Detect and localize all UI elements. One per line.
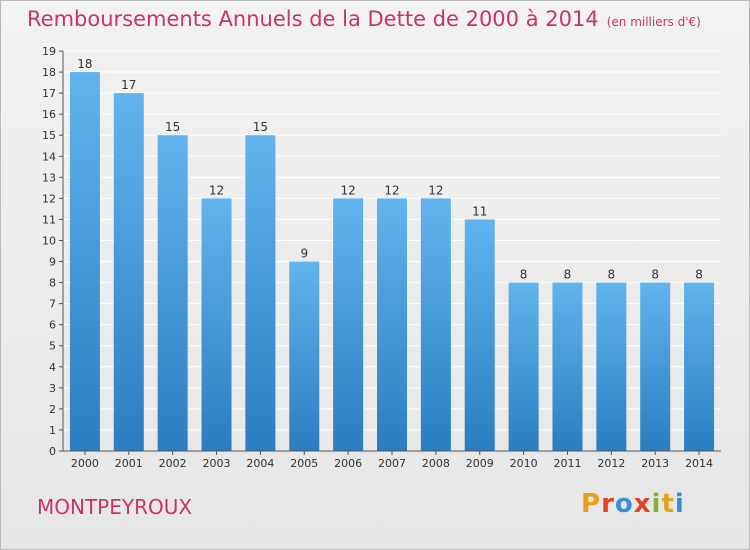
x-tick-label: 2006 (334, 457, 362, 470)
y-tick-label: 5 (49, 340, 56, 353)
bar (684, 282, 715, 451)
x-tick-label: 2005 (290, 457, 318, 470)
bar (289, 261, 320, 451)
y-tick-label: 16 (42, 108, 56, 121)
y-tick-label: 3 (49, 382, 56, 395)
x-tick-label: 2011 (553, 457, 581, 470)
bar-value-label: 17 (121, 78, 136, 92)
bar (113, 93, 144, 452)
bar-value-label: 8 (651, 268, 659, 282)
bar-value-label: 12 (428, 183, 443, 197)
x-tick-label: 2003 (203, 457, 231, 470)
y-tick-label: 11 (42, 213, 56, 226)
bar-value-label: 12 (209, 183, 224, 197)
y-tick-label: 9 (49, 256, 56, 269)
bar (552, 282, 583, 451)
y-tick-label: 14 (42, 150, 56, 163)
y-tick-label: 18 (42, 66, 56, 79)
logo-letter: P (581, 489, 602, 519)
bar-value-label: 11 (472, 204, 487, 218)
y-tick-label: 15 (42, 129, 56, 142)
x-tick-label: 2010 (510, 457, 538, 470)
bar-value-label: 8 (608, 268, 616, 282)
x-tick-label: 2002 (159, 457, 187, 470)
x-tick-label: 2004 (246, 457, 274, 470)
y-tick-label: 6 (49, 319, 56, 332)
y-tick-label: 13 (42, 171, 56, 184)
city-name: MONTPEYROUX (37, 495, 193, 519)
x-tick-label: 2012 (597, 457, 625, 470)
y-tick-label: 7 (49, 298, 56, 311)
bar (464, 219, 495, 451)
x-tick-label: 2001 (115, 457, 143, 470)
logo-letter: i (674, 489, 685, 519)
x-tick-label: 2009 (466, 457, 494, 470)
x-tick-label: 2008 (422, 457, 450, 470)
x-tick-label: 2013 (641, 457, 669, 470)
x-tick-label: 2007 (378, 457, 406, 470)
bar-value-label: 8 (564, 268, 572, 282)
y-tick-label: 1 (49, 424, 56, 437)
bar-value-label: 8 (695, 268, 703, 282)
bar-value-label: 15 (253, 120, 268, 134)
bar (69, 72, 100, 451)
bars: 18 17 15 12 15 9 12 12 12 11 8 8 8 8 8 (69, 57, 715, 452)
chart-title: Remboursements Annuels de la Dette de 20… (27, 7, 701, 31)
y-tick-label: 17 (42, 87, 56, 100)
logo-letter: o (614, 489, 634, 519)
logo-letter: x (633, 489, 652, 519)
x-tick-label: 2014 (685, 457, 713, 470)
bar-value-label: 15 (165, 120, 180, 134)
logo-letter: t (661, 489, 675, 519)
bar (596, 282, 627, 451)
y-tick-label: 8 (49, 277, 56, 290)
bar-value-label: 9 (300, 247, 308, 261)
proxiti-logo[interactable]: Proxiti (581, 489, 685, 519)
y-tick-label: 2 (49, 403, 56, 416)
bar-value-label: 12 (340, 183, 355, 197)
y-tick-label: 12 (42, 192, 56, 205)
bar (201, 198, 232, 451)
bar (377, 198, 407, 451)
bar-value-label: 8 (520, 268, 528, 282)
bar-value-label: 12 (384, 183, 399, 197)
bar (640, 282, 671, 451)
logo-letter: r (601, 489, 615, 519)
x-tick-label: 2000 (71, 457, 99, 470)
y-tick-label: 0 (49, 445, 56, 458)
y-tick-label: 19 (42, 45, 56, 58)
y-tick-label: 10 (42, 234, 56, 247)
bar-value-label: 18 (77, 57, 92, 71)
chart-unit: (en milliers d'€) (606, 15, 701, 29)
chart-title-text: Remboursements Annuels de la Dette de 20… (27, 7, 599, 31)
y-tick-label: 4 (49, 361, 56, 374)
bar (245, 135, 276, 452)
logo-letter: i (651, 489, 662, 519)
bar (508, 282, 539, 451)
bar (420, 198, 451, 451)
bar (333, 198, 364, 451)
bar (157, 135, 188, 452)
